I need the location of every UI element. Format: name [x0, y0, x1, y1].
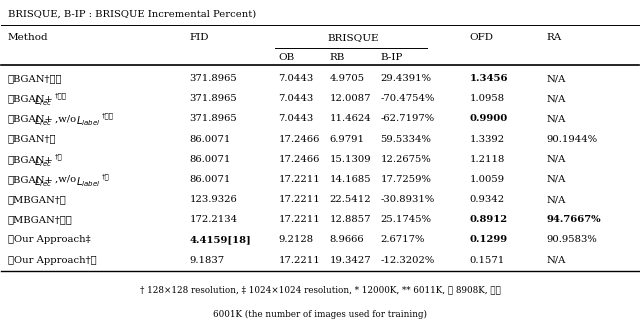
Text: 2.6717%: 2.6717%	[381, 235, 425, 245]
Text: BRISQUE, B-IP : BRISQUE Incremental Percent): BRISQUE, B-IP : BRISQUE Incremental Perc…	[8, 9, 256, 18]
Text: RB: RB	[330, 53, 345, 62]
Text: 17.2466: 17.2466	[278, 155, 320, 164]
Text: 17.2211: 17.2211	[278, 215, 321, 224]
Text: N/A: N/A	[546, 114, 566, 123]
Text: N/A: N/A	[546, 195, 566, 204]
Text: 9.1837: 9.1837	[189, 255, 225, 265]
Text: 29.4391%: 29.4391%	[381, 74, 431, 83]
Text: -70.4754%: -70.4754%	[381, 94, 435, 103]
Text: $L_{label}$: $L_{label}$	[76, 175, 101, 189]
Text: 7.0443: 7.0443	[278, 114, 314, 123]
Text: FID: FID	[189, 33, 209, 42]
Text: ⑥BGAN+: ⑥BGAN+	[8, 175, 54, 184]
Text: 12.8857: 12.8857	[330, 215, 371, 224]
Text: 0.1571: 0.1571	[470, 255, 505, 265]
Text: ⑤BGAN+: ⑤BGAN+	[8, 155, 54, 164]
Text: 6.9791: 6.9791	[330, 135, 365, 144]
Text: 90.9583%: 90.9583%	[546, 235, 597, 245]
Text: †★★: †★★	[55, 92, 67, 100]
Text: OFD: OFD	[470, 33, 493, 42]
Text: $L_{rec}$: $L_{rec}$	[34, 114, 52, 128]
Text: 90.1944%: 90.1944%	[546, 135, 597, 144]
Text: 59.5334%: 59.5334%	[381, 135, 431, 144]
Text: N/A: N/A	[546, 175, 566, 184]
Text: -30.8931%: -30.8931%	[381, 195, 435, 204]
Text: 7.0443: 7.0443	[278, 74, 314, 83]
Text: ⑦MBGAN†★: ⑦MBGAN†★	[8, 195, 67, 204]
Text: $L_{rec}$: $L_{rec}$	[34, 175, 52, 189]
Text: 6001K (the number of images used for training): 6001K (the number of images used for tra…	[213, 309, 427, 318]
Text: 1.3392: 1.3392	[470, 135, 505, 144]
Text: ,w/o: ,w/o	[55, 114, 79, 123]
Text: 1.0958: 1.0958	[470, 94, 505, 103]
Text: ②BGAN+: ②BGAN+	[8, 94, 54, 103]
Text: 15.1309: 15.1309	[330, 155, 371, 164]
Text: Method: Method	[8, 33, 49, 42]
Text: 86.0071: 86.0071	[189, 155, 231, 164]
Text: 25.1745%: 25.1745%	[381, 215, 431, 224]
Text: OB: OB	[278, 53, 295, 62]
Text: ⑩Our Approach†★: ⑩Our Approach†★	[8, 255, 97, 265]
Text: $L_{label}$: $L_{label}$	[76, 114, 101, 128]
Text: BRISQUE: BRISQUE	[328, 33, 380, 42]
Text: 0.9342: 0.9342	[470, 195, 505, 204]
Text: 0.8912: 0.8912	[470, 215, 508, 224]
Text: 0.1299: 0.1299	[470, 235, 508, 245]
Text: 172.2134: 172.2134	[189, 215, 237, 224]
Text: 17.2211: 17.2211	[278, 195, 321, 204]
Text: 11.4624: 11.4624	[330, 114, 371, 123]
Text: 86.0071: 86.0071	[189, 135, 231, 144]
Text: 7.0443: 7.0443	[278, 94, 314, 103]
Text: B-IP: B-IP	[381, 53, 403, 62]
Text: 371.8965: 371.8965	[189, 114, 237, 123]
Text: 371.8965: 371.8965	[189, 74, 237, 83]
Text: 4.9705: 4.9705	[330, 74, 365, 83]
Text: †★: †★	[102, 172, 109, 180]
Text: †★: †★	[55, 152, 63, 160]
Text: ①BGAN†★★: ①BGAN†★★	[8, 74, 62, 83]
Text: 9.2128: 9.2128	[278, 235, 314, 245]
Text: †★★: †★★	[102, 112, 114, 120]
Text: 12.0087: 12.0087	[330, 94, 371, 103]
Text: N/A: N/A	[546, 155, 566, 164]
Text: N/A: N/A	[546, 255, 566, 265]
Text: 4.4159[18]: 4.4159[18]	[189, 235, 251, 245]
Text: 17.7259%: 17.7259%	[381, 175, 431, 184]
Text: 0.9900: 0.9900	[470, 114, 508, 123]
Text: 19.3427: 19.3427	[330, 255, 371, 265]
Text: ⑧MBGAN†★★: ⑧MBGAN†★★	[8, 215, 72, 224]
Text: † 128×128 resolution, ‡ 1024×1024 resolution, * 12000K, ** 6011K, ★ 8908K, ★★: † 128×128 resolution, ‡ 1024×1024 resolu…	[140, 286, 500, 295]
Text: N/A: N/A	[546, 94, 566, 103]
Text: 17.2466: 17.2466	[278, 135, 320, 144]
Text: N/A: N/A	[546, 74, 566, 83]
Text: 371.8965: 371.8965	[189, 94, 237, 103]
Text: 1.0059: 1.0059	[470, 175, 505, 184]
Text: $L_{rec}$: $L_{rec}$	[34, 155, 52, 169]
Text: 12.2675%: 12.2675%	[381, 155, 431, 164]
Text: 1.3456: 1.3456	[470, 74, 508, 83]
Text: 86.0071: 86.0071	[189, 175, 231, 184]
Text: -62.7197%: -62.7197%	[381, 114, 435, 123]
Text: -12.3202%: -12.3202%	[381, 255, 435, 265]
Text: ④BGAN†★: ④BGAN†★	[8, 135, 56, 144]
Text: 14.1685: 14.1685	[330, 175, 371, 184]
Text: $L_{rec}$: $L_{rec}$	[34, 94, 52, 108]
Text: 123.9326: 123.9326	[189, 195, 237, 204]
Text: ⑨Our Approach‡: ⑨Our Approach‡	[8, 235, 90, 245]
Text: RA: RA	[546, 33, 561, 42]
Text: ③BGAN+: ③BGAN+	[8, 114, 54, 123]
Text: 8.9666: 8.9666	[330, 235, 364, 245]
Text: 94.7667%: 94.7667%	[546, 215, 601, 224]
Text: 17.2211: 17.2211	[278, 255, 321, 265]
Text: 22.5412: 22.5412	[330, 195, 371, 204]
Text: ,w/o: ,w/o	[55, 175, 79, 184]
Text: 17.2211: 17.2211	[278, 175, 321, 184]
Text: 1.2118: 1.2118	[470, 155, 505, 164]
